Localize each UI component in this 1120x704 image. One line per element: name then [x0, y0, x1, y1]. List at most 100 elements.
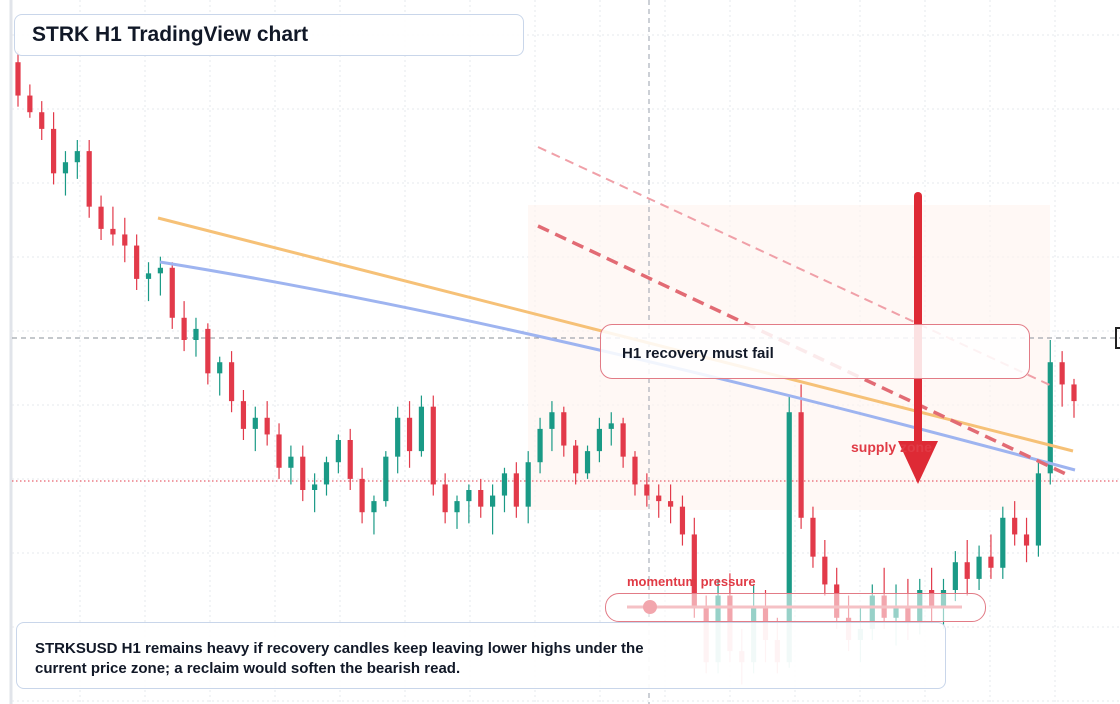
candle — [205, 323, 211, 385]
candle-body — [549, 412, 555, 429]
candle-body — [169, 267, 175, 318]
candle-body — [300, 456, 306, 490]
candle — [501, 467, 508, 513]
candle-body — [288, 456, 294, 468]
candle — [288, 445, 294, 485]
candle — [134, 234, 140, 290]
candle-body — [1047, 362, 1053, 474]
candle — [679, 495, 686, 546]
candle-body — [490, 495, 496, 507]
candle-body — [383, 456, 389, 502]
candle — [810, 506, 816, 568]
candle — [513, 462, 519, 518]
candle — [549, 401, 555, 452]
candle — [74, 140, 80, 179]
candle — [584, 445, 591, 479]
candle — [264, 401, 270, 446]
candle-body — [442, 484, 448, 513]
candle-body — [478, 490, 484, 507]
candle-body — [1000, 517, 1006, 568]
candle — [822, 540, 828, 596]
candle — [62, 151, 69, 196]
candle-body — [50, 128, 57, 174]
candle — [383, 451, 389, 507]
candle-body — [359, 478, 365, 513]
candle-body — [347, 440, 353, 479]
candle-body — [312, 484, 318, 490]
candle — [952, 551, 958, 602]
candle — [122, 217, 128, 263]
candle-body — [371, 501, 377, 513]
candle-body — [798, 412, 804, 518]
supply-zone-label: supply zone — [851, 439, 932, 455]
candle — [573, 440, 579, 485]
candle-body — [620, 423, 626, 457]
candle — [430, 395, 436, 496]
candle-body — [406, 417, 413, 452]
candle — [1000, 506, 1006, 579]
candle — [39, 101, 45, 140]
candle — [347, 428, 353, 490]
candle — [1035, 462, 1042, 557]
candle — [86, 140, 92, 218]
candle-body — [988, 556, 994, 568]
candle-body — [74, 151, 80, 163]
candle — [964, 540, 970, 596]
candle — [169, 262, 175, 329]
candle — [466, 484, 472, 524]
candle — [276, 423, 282, 479]
candle — [98, 195, 104, 240]
candle-body — [98, 206, 104, 229]
candle-body — [205, 328, 211, 374]
candle — [240, 390, 247, 440]
candle-body — [252, 417, 258, 429]
candle — [1012, 501, 1018, 546]
candle-body — [454, 501, 460, 513]
candle-body — [1012, 517, 1018, 535]
candle-body — [145, 273, 152, 279]
candle — [323, 456, 330, 496]
candle-body — [15, 62, 21, 96]
candle-body — [418, 406, 425, 452]
candle-body — [822, 556, 828, 585]
candle-body — [561, 412, 567, 446]
price-scale-marker — [1115, 327, 1120, 349]
candle-body — [596, 428, 602, 452]
recovery-callout: H1 recovery must fail — [600, 324, 1030, 379]
candle-body — [264, 417, 270, 435]
candle-body — [964, 562, 970, 579]
candle-body — [667, 501, 674, 507]
candle-body — [1059, 362, 1065, 385]
candle — [50, 112, 57, 185]
candle — [1023, 517, 1030, 563]
candle — [988, 534, 994, 579]
candle — [312, 473, 318, 513]
candle — [798, 384, 804, 529]
candle — [406, 401, 413, 468]
candle-body — [395, 417, 401, 457]
candle-body — [217, 362, 223, 374]
candle — [371, 495, 377, 535]
candle — [252, 406, 258, 452]
candle — [110, 206, 116, 246]
candle — [644, 473, 650, 507]
candle — [632, 451, 638, 496]
candle-body — [335, 440, 341, 463]
candle — [537, 417, 543, 474]
candle-body — [157, 267, 163, 274]
candle-body — [110, 228, 116, 235]
candle-body — [501, 473, 508, 496]
candle — [976, 545, 982, 590]
candle-body — [786, 412, 792, 663]
candle — [228, 351, 235, 413]
candle-body — [193, 328, 199, 340]
candle — [442, 473, 448, 524]
candle-body — [810, 517, 816, 557]
candle — [478, 478, 484, 518]
candle-body — [608, 423, 614, 429]
down-arrow-head — [898, 441, 938, 484]
candle — [193, 317, 199, 357]
candle — [27, 84, 33, 118]
candle — [300, 445, 306, 502]
candle — [15, 51, 21, 107]
